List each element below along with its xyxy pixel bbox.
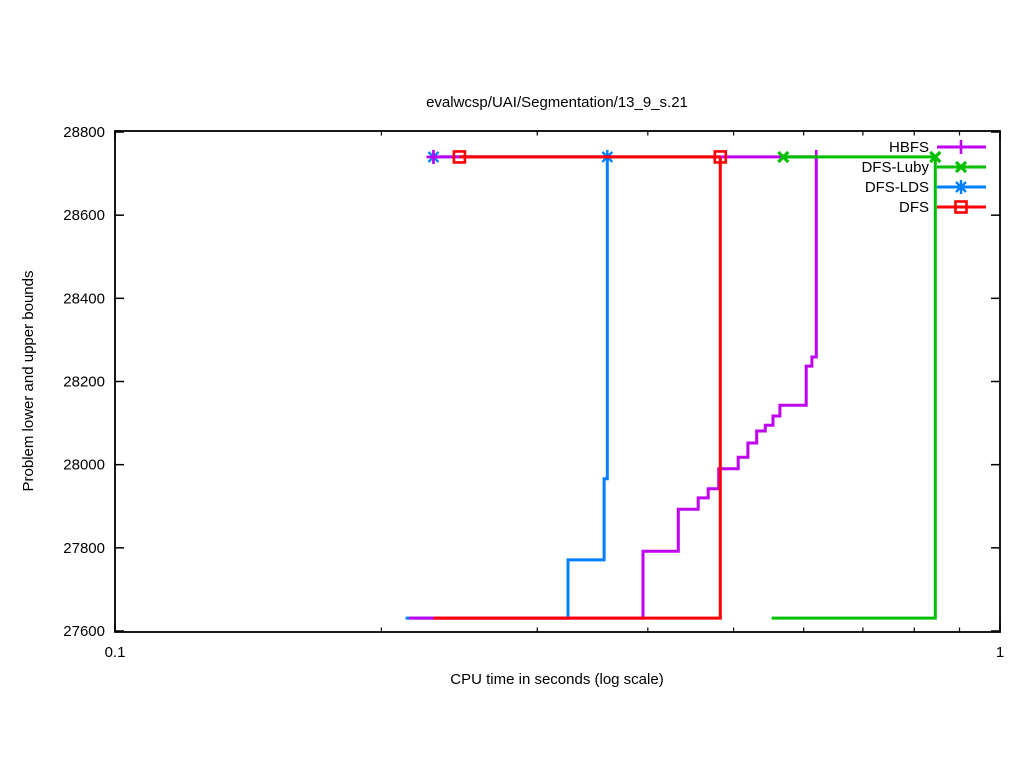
legend-marker-DFS-LDS xyxy=(954,180,968,194)
y-tick-label: 28000 xyxy=(63,457,105,474)
legend-marker-HBFS xyxy=(954,140,968,154)
x-marker-stroke xyxy=(954,160,968,174)
series-HBFS-marker xyxy=(426,149,441,164)
y-tick-label: 27800 xyxy=(63,540,105,557)
plot-area: 27600 27800 28000 28200 28400 28600 28800 0.1 1 H… xyxy=(63,124,1004,661)
y-axis-label: Problem lower and upper bounds xyxy=(20,271,37,492)
chart-title: evalwcsp/UAI/Segmentation/13_9_s.21 xyxy=(426,94,688,111)
plot-border xyxy=(114,130,1001,633)
y-tick-label: 28800 xyxy=(63,124,105,141)
asterisk-marker-stroke xyxy=(955,181,967,193)
legend-label-DFS-LDS: DFS-LDS xyxy=(865,179,929,196)
x-marker-stroke xyxy=(777,150,790,164)
y-tick-label: 28400 xyxy=(63,290,105,307)
series-DFS-marker xyxy=(452,150,467,164)
legend-label-DFS-Luby: DFS-Luby xyxy=(861,159,929,176)
series-DFS-LDS-lower-bound-line xyxy=(405,156,609,620)
x-axis-label: CPU time in seconds (log scale) xyxy=(450,671,663,688)
y-tick-label: 27600 xyxy=(63,623,105,640)
series-DFS-Luby-marker xyxy=(777,150,790,164)
open-square-marker-rect xyxy=(954,200,968,214)
open-square-marker-rect xyxy=(713,150,728,164)
x-marker-stroke xyxy=(929,150,942,164)
open-square-marker-rect xyxy=(452,150,467,164)
series-DFS-Luby-marker xyxy=(929,150,942,164)
series-DFS-lower-bound-line xyxy=(433,156,722,620)
legend-label-HBFS: HBFS xyxy=(889,139,929,156)
legend-marker-DFS-Luby xyxy=(954,160,968,174)
series-DFS-Luby-lower-bound-line xyxy=(771,156,937,620)
x-tick-label: 0.1 xyxy=(105,644,126,661)
legend-marker-DFS xyxy=(954,200,968,214)
x-tick-label: 1 xyxy=(996,644,1004,661)
series-DFS-marker xyxy=(713,150,728,164)
legend-label-DFS: DFS xyxy=(899,199,929,216)
y-tick-label: 28600 xyxy=(63,207,105,224)
series-HBFS-lower-bound-line xyxy=(409,156,818,620)
y-tick-label: 28200 xyxy=(63,374,105,391)
